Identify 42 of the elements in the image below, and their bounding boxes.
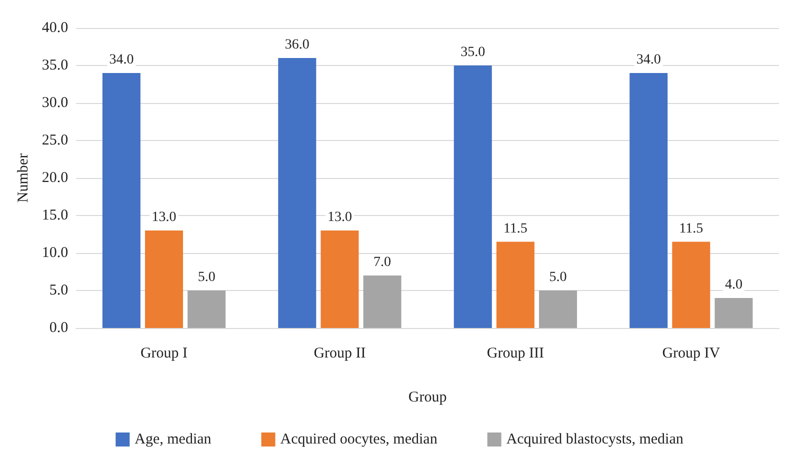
- data-label: 11.5: [503, 221, 528, 236]
- data-label: 11.5: [679, 221, 704, 236]
- data-label: 4.0: [724, 278, 742, 292]
- data-label: 34.0: [636, 52, 661, 68]
- bar: [102, 73, 140, 328]
- bar: [188, 290, 226, 328]
- x-tick-label: Group II: [314, 346, 366, 362]
- y-tick-label: 0.0: [49, 320, 68, 336]
- bar: [538, 290, 577, 328]
- legend-label: Acquired oocytes, median: [280, 432, 438, 448]
- y-tick-label: 40.0: [42, 20, 68, 36]
- bar: [672, 242, 710, 328]
- data-label: 35.0: [460, 45, 486, 60]
- bar: [363, 276, 402, 328]
- bar: [454, 66, 492, 328]
- y-tick-label: 5.0: [49, 282, 68, 298]
- data-label: 36.0: [284, 38, 310, 52]
- y-tick-label: 10.0: [42, 245, 68, 261]
- bar: [496, 242, 534, 328]
- legend-label: Acquired blastocysts, median: [506, 432, 684, 448]
- bar: [630, 73, 668, 328]
- bar: [714, 298, 753, 328]
- x-tick-label: Group IV: [662, 346, 720, 362]
- bar: [145, 230, 184, 328]
- data-label: 7.0: [374, 255, 392, 270]
- data-label: 13.0: [152, 210, 176, 225]
- y-tick-label: 20.0: [42, 170, 68, 186]
- y-tick-label: 15.0: [42, 208, 68, 224]
- y-axis-title: Number: [16, 153, 32, 203]
- y-tick-label: 25.0: [42, 132, 68, 148]
- y-tick-label: 35.0: [42, 58, 68, 74]
- x-tick-label: Group III: [486, 346, 544, 362]
- data-label: 5.0: [198, 270, 216, 285]
- legend-label: Age, median: [134, 432, 212, 448]
- x-tick-label: Group I: [140, 346, 188, 362]
- data-label: 34.0: [109, 52, 134, 68]
- x-axis-title: Group: [408, 390, 447, 406]
- data-label: 13.0: [327, 210, 352, 225]
- y-tick-label: 30.0: [42, 95, 68, 111]
- bar: [320, 230, 359, 328]
- data-label: 5.0: [549, 270, 567, 285]
- bar: [278, 58, 316, 328]
